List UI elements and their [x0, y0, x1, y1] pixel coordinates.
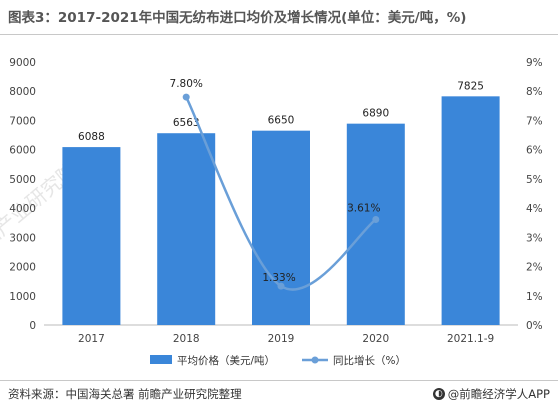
- bar: [157, 133, 216, 325]
- bar-value-label: 6650: [268, 115, 295, 127]
- y-left-tick-label: 4000: [9, 203, 36, 215]
- y-left-tick-label: 8000: [9, 86, 36, 98]
- title-divider: [0, 34, 558, 35]
- y-left-tick-label: 1000: [9, 291, 36, 303]
- bar-value-label: 6088: [78, 131, 105, 143]
- chart-legend: 平均价格（美元/吨） 同比增长（%）: [150, 354, 406, 367]
- bar-value-label: 7825: [457, 80, 484, 92]
- y-right-tick-label: 7%: [526, 115, 543, 127]
- bar-value-label: 6890: [362, 108, 389, 120]
- bar-value-label: 6563: [173, 117, 200, 129]
- growth-point: [277, 282, 285, 290]
- growth-value-label: 3.61%: [347, 203, 380, 215]
- brand-name: @前瞻经济学人APP: [447, 387, 550, 401]
- y-right-tick-label: 8%: [526, 86, 543, 98]
- bar: [346, 123, 405, 325]
- bar: [62, 147, 121, 325]
- y-left-tick-label: 9000: [9, 57, 36, 69]
- y-left-tick-label: 7000: [9, 115, 36, 127]
- x-tick-label: 2020: [362, 333, 389, 345]
- growth-point: [372, 216, 380, 224]
- legend-bar-label: 平均价格（美元/吨）: [177, 354, 275, 367]
- y-right-tick-label: 9%: [526, 57, 543, 69]
- y-right-tick-label: 4%: [526, 203, 543, 215]
- brand-logo-icon: ◐: [432, 388, 445, 400]
- chart-axes: 0 1000 2000 3000 4000 5000 6000 7000 8000 9000 0% 1…: [9, 57, 542, 345]
- y-left-tick-label: 3000: [9, 232, 36, 244]
- legend-line-marker: [311, 356, 319, 364]
- growth-value-label: 7.80%: [170, 78, 203, 90]
- x-tick-label: 2017: [78, 333, 105, 345]
- y-left-tick-label: 5000: [9, 174, 36, 186]
- growth-point: [182, 93, 190, 101]
- y-right-tick-label: 3%: [526, 232, 543, 244]
- footer-divider: [0, 380, 558, 381]
- x-tick-label: 2018: [173, 333, 200, 345]
- y-left-tick-label: 0: [29, 320, 36, 332]
- y-left-tick-label: 6000: [9, 145, 36, 157]
- y-right-tick-label: 5%: [526, 174, 543, 186]
- legend-bar-swatch: [150, 355, 172, 364]
- y-right-tick-label: 0%: [526, 320, 543, 332]
- chart-title: 图表3：2017-2021年中国无纺布进口均价及增长情况(单位：美元/吨，%): [8, 10, 467, 26]
- y-right-tick-label: 2%: [526, 262, 543, 274]
- brand-credit: ◐ @前瞻经济学人APP: [432, 386, 550, 402]
- y-right-tick-label: 1%: [526, 291, 543, 303]
- bar-line-chart: 前瞻产业研究院 01000200030004000500060007000800…: [0, 57, 543, 367]
- y-left-tick-label: 2000: [9, 262, 36, 274]
- legend-line-label: 同比增长（%）: [333, 354, 406, 367]
- bar: [441, 96, 500, 325]
- line-series: 7.80% 1.33% 3.61%: [170, 78, 380, 291]
- x-tick-label: 2019: [268, 333, 295, 345]
- bar: [252, 130, 310, 325]
- growth-value-label: 1.33%: [262, 272, 295, 284]
- bar-series: 6088 6563 6650 6890 7825: [62, 80, 500, 325]
- y-right-tick-label: 6%: [526, 145, 543, 157]
- x-tick-label: 2021.1-9: [447, 333, 494, 345]
- source-text: 资料来源：中国海关总署 前瞻产业研究院整理: [8, 387, 242, 401]
